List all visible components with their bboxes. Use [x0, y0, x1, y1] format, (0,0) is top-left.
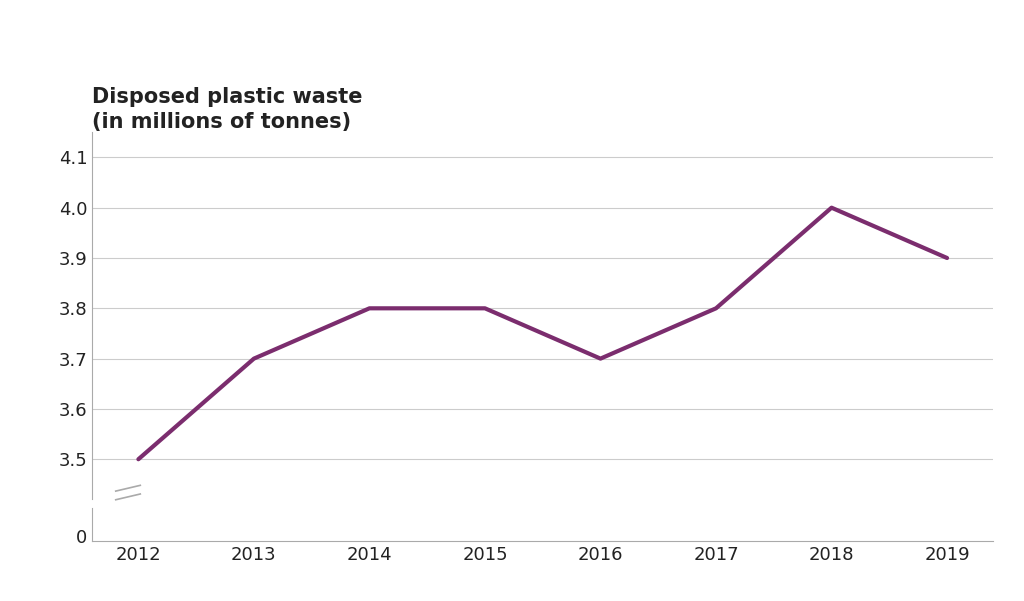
Text: Disposed plastic waste
(in millions of tonnes): Disposed plastic waste (in millions of t… [92, 87, 362, 132]
